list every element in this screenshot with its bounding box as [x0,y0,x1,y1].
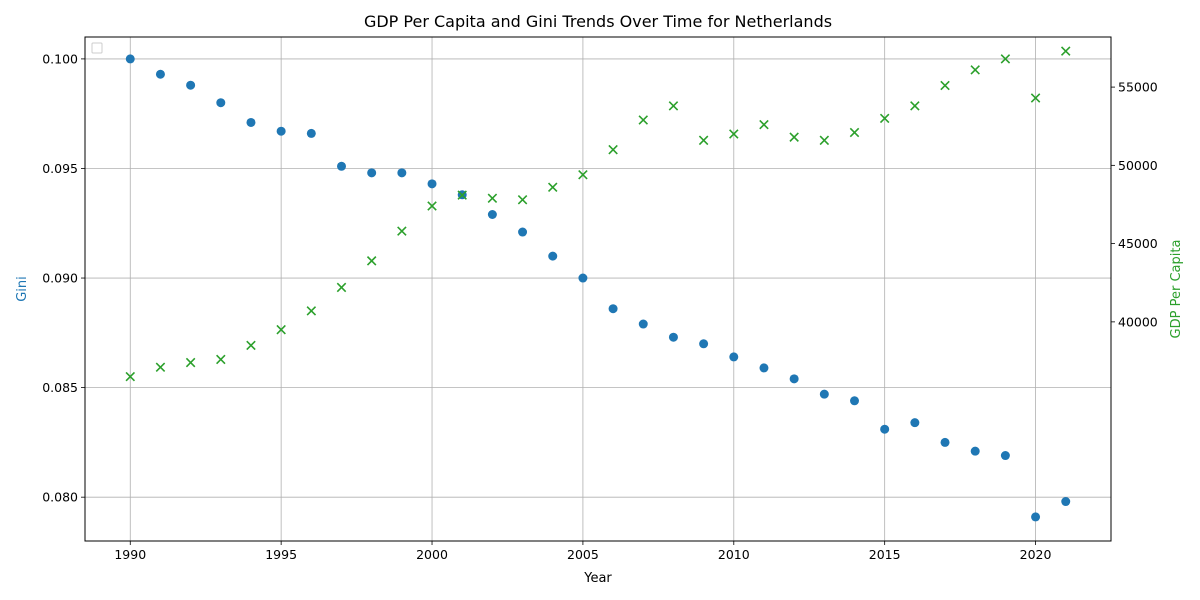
gdp-point [246,340,256,351]
gini-point [548,251,558,261]
y-right-tick-label: 55000 [1118,80,1158,95]
gini-point [337,161,346,171]
gdp-point [276,324,286,335]
x-tick-label: 1990 [114,547,146,562]
y-left-tick-label: 0.100 [42,51,78,66]
plot-frame [84,36,1112,542]
gini-point [487,209,497,219]
gdp-point [1000,54,1011,64]
gini-point [940,437,950,447]
chart-title: GDP Per Capita and Gini Trends Over Time… [364,12,832,31]
gini-point [608,304,618,314]
y-right-tick-label: 45000 [1118,236,1158,251]
gdp-point [698,135,709,146]
gdp-point [910,101,920,111]
gdp-point [336,282,347,293]
gini-point [668,332,678,342]
gdp-point [457,190,467,200]
gini-point [759,363,769,373]
y-axis-right: 40000 45000 50000 55000 [1111,80,1158,329]
gini-point [246,117,256,127]
gini-point [427,179,437,189]
gini-point [125,54,135,64]
gdp-point [1030,93,1041,103]
gini-point [1031,512,1041,522]
gdp-point [789,132,799,142]
gini-point [699,339,709,349]
y-right-tick-label: 40000 [1118,314,1158,329]
gini-point [518,227,528,237]
grid [85,37,1111,541]
x-axis: 1990 1995 2000 2005 2010 2015 2020 [114,541,1052,562]
gini-point [819,389,829,399]
gini-point [1000,451,1010,461]
gini-point [1061,497,1071,507]
gdp-point [849,127,860,138]
gini-point [638,319,648,329]
gini-point [367,168,377,178]
legend-box [91,42,103,54]
gdp-point [759,119,769,130]
gini-point [155,69,165,79]
gini-point [970,446,980,456]
gdp-point [306,306,317,316]
gini-point [276,126,286,136]
gini-point [186,80,196,90]
gdp-point [427,201,437,211]
gdp-point [487,193,498,203]
gdp-point [668,101,679,111]
gini-point [789,374,799,384]
y-left-tick-label: 0.085 [42,380,78,395]
y-axis-right-title: GDP Per Capita [1169,240,1184,339]
x-tick-label: 2010 [718,547,750,562]
gdp-point [155,362,166,373]
x-tick-label: 2015 [869,547,901,562]
gdp-point [608,144,618,155]
gdp-point [879,113,890,124]
x-tick-label: 2005 [567,547,599,562]
y-left-tick-label: 0.080 [42,490,78,505]
gdp-point [970,65,980,75]
gini-point [216,98,226,108]
gdp-point [517,195,528,205]
data-points [125,46,1071,522]
gdp-point [638,115,649,125]
gini-point [880,424,890,434]
x-axis-title: Year [583,571,612,586]
y-right-tick-label: 50000 [1118,158,1158,173]
x-tick-label: 2000 [416,547,448,562]
gini-point [306,128,316,138]
gdp-point [729,129,739,139]
gdp-point [216,354,226,365]
gdp-point [1060,46,1071,56]
x-tick-label: 1995 [265,547,297,562]
y-left-tick-label: 0.095 [42,161,78,176]
gdp-point [185,357,196,368]
gini-point [578,273,588,283]
x-tick-label: 2020 [1020,547,1052,562]
gini-point [397,168,407,178]
gdp-point [940,80,950,91]
gdp-point [547,182,558,193]
y-left-tick-label: 0.090 [42,271,78,286]
gdp-point [578,169,588,180]
gini-point [729,352,739,362]
gini-point [850,396,859,406]
y-axis-left: 0.080 0.085 0.090 0.095 0.100 [42,51,85,505]
gdp-point [125,371,136,382]
gdp-point [397,226,407,236]
gdp-point [366,256,377,266]
gdp-point [819,135,830,146]
y-axis-left-title: Gini [15,276,30,302]
gini-point [910,418,920,428]
